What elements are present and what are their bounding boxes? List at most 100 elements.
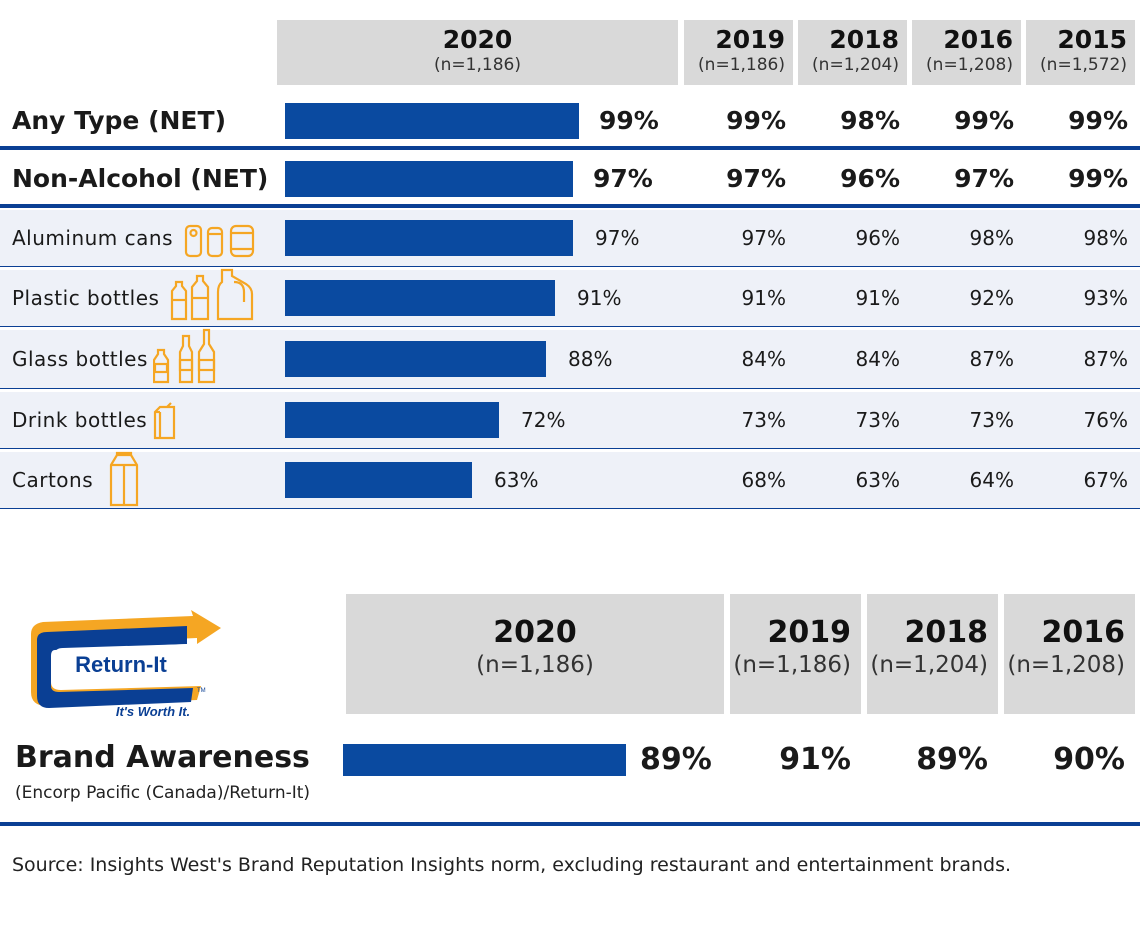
header-n: (n=1,204) — [812, 55, 899, 75]
header-year: 2019 — [715, 25, 785, 54]
bar-label-2020: 97% — [593, 164, 653, 193]
value-cell: 64% — [969, 468, 1014, 492]
table-row: Aluminum cans 97% 97% 96% 98% 98% — [0, 210, 1140, 266]
header-year: 2020 — [442, 25, 513, 54]
row-divider — [0, 388, 1140, 389]
bar-2020 — [285, 103, 579, 139]
value-cell: 99% — [954, 106, 1014, 135]
value-cell: 68% — [741, 468, 786, 492]
value-cell: 97% — [954, 164, 1014, 193]
value-cell: 98% — [969, 226, 1014, 250]
value-cell: 73% — [855, 408, 900, 432]
header-n: (n=1,186) — [476, 652, 594, 678]
table-row: Cartons 63% 68% 63% 64% 67% — [0, 452, 1140, 508]
value-cell: 73% — [741, 408, 786, 432]
header-year: 2016 — [1041, 615, 1126, 650]
cans-icon — [183, 220, 259, 260]
logo-tm: TM — [197, 688, 206, 694]
value-cell: 96% — [855, 226, 900, 250]
header-year: 2015 — [1057, 25, 1127, 54]
header-2020: 2020 (n=1,186) — [277, 20, 678, 85]
header-n: (n=1,186) — [698, 55, 785, 75]
value-cell: 73% — [969, 408, 1014, 432]
header-year: 2019 — [767, 615, 852, 650]
value-cell: 92% — [969, 286, 1014, 310]
row-label: Aluminum cans — [12, 226, 173, 250]
value-cell: 99% — [1068, 106, 1128, 135]
table-row: Non-Alcohol (NET) 97% 97% 96% 97% 99% — [0, 153, 1140, 205]
logo-wordmark: Return-It — [75, 652, 167, 677]
bar-2020 — [285, 220, 573, 256]
row-label: Drink bottles — [12, 408, 148, 432]
header-n: (n=1,204) — [870, 652, 988, 678]
row-label: Plastic bottles — [12, 286, 160, 310]
row-divider — [0, 326, 1140, 327]
row-divider — [0, 508, 1140, 509]
header-n: (n=1,572) — [1040, 55, 1127, 75]
source-note: Source: Insights West's Brand Reputation… — [12, 854, 1012, 876]
row-label: Non-Alcohol (NET) — [12, 164, 269, 193]
brand-header-2020: 2020 (n=1,186) — [346, 594, 724, 714]
header-2016: 2016 (n=1,208) — [912, 20, 1021, 85]
header-n: (n=1,208) — [1007, 652, 1125, 678]
brand-header-2018: 2018 (n=1,204) — [867, 594, 998, 714]
brand-value-2018: 89% — [916, 742, 988, 777]
value-cell: 93% — [1083, 286, 1128, 310]
bar-label-2020: 99% — [599, 106, 659, 135]
value-cell: 87% — [1083, 347, 1128, 371]
value-cell: 99% — [726, 106, 786, 135]
bar-2020 — [285, 462, 472, 498]
bar-label-2020: 97% — [595, 226, 640, 250]
value-cell: 91% — [855, 286, 900, 310]
row-label: Cartons — [12, 468, 94, 492]
table-row: Plastic bottles 91% 91% 91% 92% 93% — [0, 270, 1140, 326]
glass-bottles-icon — [153, 328, 219, 384]
bar-2020 — [285, 161, 573, 197]
header-2019: 2019 (n=1,186) — [684, 20, 793, 85]
bar-label-2020: 88% — [568, 347, 613, 371]
value-cell: 91% — [741, 286, 786, 310]
bar-label-2020: 91% — [577, 286, 622, 310]
brand-value-2016: 90% — [1053, 742, 1125, 777]
row-label: Any Type (NET) — [12, 106, 226, 135]
header-2018: 2018 (n=1,204) — [798, 20, 907, 85]
header-n: (n=1,186) — [434, 55, 521, 75]
value-cell: 99% — [1068, 164, 1128, 193]
header-year: 2020 — [493, 615, 577, 650]
brand-bar-2020 — [343, 744, 626, 776]
value-cell: 98% — [1083, 226, 1128, 250]
logo-tagline: It's Worth It. — [116, 704, 190, 719]
divider-rule — [0, 146, 1140, 150]
bar-2020 — [285, 341, 546, 377]
value-cell: 98% — [840, 106, 900, 135]
value-cell: 63% — [855, 468, 900, 492]
table-row: Any Type (NET) 99% 99% 98% 99% 99% — [0, 95, 1140, 147]
value-cell: 67% — [1083, 468, 1128, 492]
brand-awareness-title: Brand Awareness — [15, 740, 310, 775]
drink-box-icon — [152, 402, 178, 440]
brand-awareness-subtitle: (Encorp Pacific (Canada)/Return-It) — [15, 783, 311, 803]
brand-bottom-rule — [0, 822, 1140, 826]
header-2015: 2015 (n=1,572) — [1026, 20, 1135, 85]
table-row: Drink bottles 72% 73% 73% 73% 76% — [0, 392, 1140, 448]
brand-header-2019: 2019 (n=1,186) — [730, 594, 861, 714]
row-divider — [0, 448, 1140, 449]
brand-header-2016: 2016 (n=1,208) — [1004, 594, 1135, 714]
row-divider — [0, 266, 1140, 267]
header-year: 2018 — [904, 615, 989, 650]
bar-2020 — [285, 402, 499, 438]
bar-label-2020: 63% — [494, 468, 539, 492]
return-it-logo: Return-It TM It's Worth It. — [25, 610, 225, 726]
value-cell: 84% — [741, 347, 786, 371]
bar-2020 — [285, 280, 555, 316]
row-label: Glass bottles — [12, 347, 148, 371]
header-n: (n=1,208) — [926, 55, 1013, 75]
brand-bar-label: 89% — [640, 742, 712, 777]
header-year: 2016 — [943, 25, 1013, 54]
value-cell: 76% — [1083, 408, 1128, 432]
header-year: 2018 — [829, 25, 899, 54]
bar-label-2020: 72% — [521, 408, 566, 432]
plastic-bottles-icon — [170, 268, 254, 322]
header-n: (n=1,186) — [733, 652, 851, 678]
value-cell: 84% — [855, 347, 900, 371]
